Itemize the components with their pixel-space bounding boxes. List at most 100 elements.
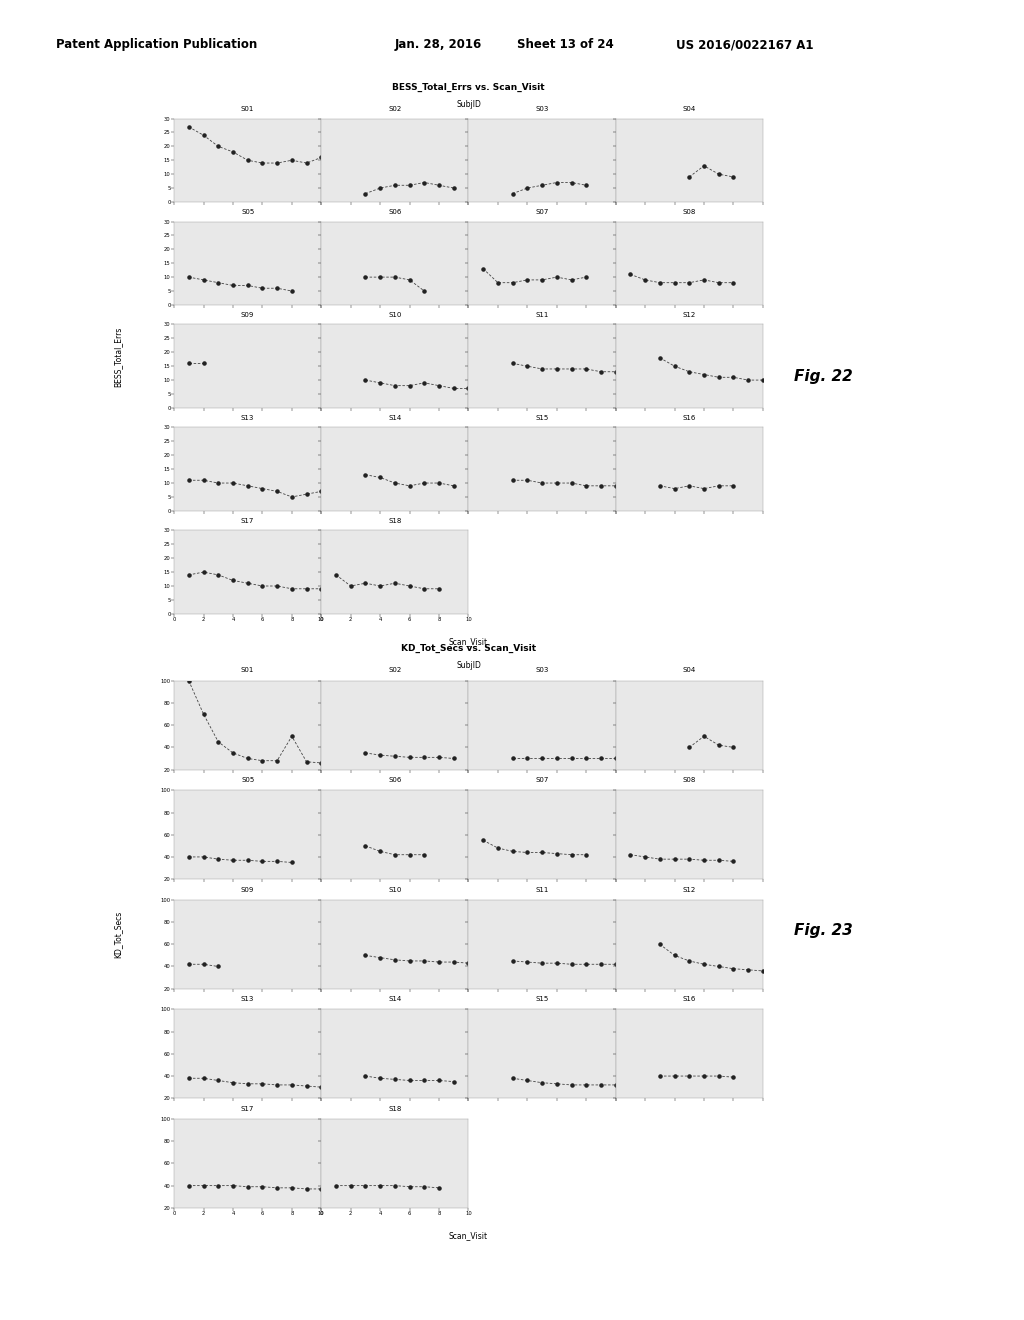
Text: Fig. 23: Fig. 23 [794, 923, 852, 939]
Point [416, 1071, 432, 1092]
Point [431, 375, 447, 396]
Point [534, 1072, 550, 1093]
Point [695, 850, 712, 871]
Point [607, 362, 624, 383]
Point [196, 846, 212, 867]
Point [637, 846, 653, 867]
Text: S03: S03 [536, 106, 549, 112]
Point [505, 1068, 521, 1089]
Text: S14: S14 [388, 997, 401, 1002]
Point [269, 1177, 286, 1199]
Point [563, 269, 580, 290]
Text: SubjID: SubjID [456, 99, 481, 108]
Point [180, 565, 197, 586]
Point [563, 172, 580, 193]
Point [667, 355, 683, 376]
Point [269, 851, 286, 873]
Text: S02: S02 [388, 668, 401, 673]
Point [711, 735, 727, 756]
Text: S07: S07 [536, 209, 549, 215]
Point [313, 147, 330, 168]
Point [549, 172, 565, 193]
Point [284, 280, 300, 301]
Text: Fig. 22: Fig. 22 [794, 368, 852, 384]
Point [431, 747, 447, 768]
Point [549, 1073, 565, 1094]
Point [711, 956, 727, 977]
Point [240, 573, 256, 594]
Point [210, 565, 226, 586]
Point [534, 174, 550, 195]
Point [549, 843, 565, 865]
Point [681, 362, 697, 383]
Point [401, 375, 418, 396]
Point [196, 352, 212, 374]
Point [357, 1175, 374, 1196]
Point [651, 933, 668, 954]
Text: S18: S18 [388, 517, 401, 524]
Point [445, 952, 462, 973]
Point [240, 1176, 256, 1197]
Point [667, 272, 683, 293]
Point [372, 1068, 388, 1089]
Point [401, 576, 418, 597]
Point [681, 475, 697, 496]
Point [357, 945, 374, 966]
Point [681, 166, 697, 187]
Point [431, 473, 447, 494]
Point [225, 141, 242, 162]
Point [519, 177, 536, 198]
Point [519, 748, 536, 770]
Point [475, 830, 492, 851]
Point [711, 850, 727, 871]
Point [240, 748, 256, 770]
Point [711, 164, 727, 185]
Point [225, 275, 242, 296]
Point [196, 124, 212, 145]
Text: S06: S06 [388, 209, 401, 215]
Point [711, 272, 727, 293]
Point [225, 742, 242, 763]
Point [651, 347, 668, 368]
Point [210, 1071, 226, 1092]
Point [607, 954, 624, 975]
Point [445, 177, 462, 198]
Point [298, 751, 314, 772]
Point [593, 475, 609, 496]
Point [445, 748, 462, 770]
Point [298, 1076, 314, 1097]
Point [387, 267, 403, 288]
Point [711, 1065, 727, 1086]
Point [387, 949, 403, 970]
Point [519, 269, 536, 290]
Text: S08: S08 [683, 777, 696, 783]
Point [563, 954, 580, 975]
Text: Scan_Visit: Scan_Visit [449, 1232, 488, 1241]
Point [180, 267, 197, 288]
Text: S05: S05 [241, 209, 254, 215]
Point [298, 578, 314, 599]
Text: BESS_Total_Errs: BESS_Total_Errs [114, 326, 122, 387]
Text: S16: S16 [683, 414, 696, 421]
Point [284, 1177, 300, 1199]
Point [254, 851, 270, 873]
Text: Jan. 28, 2016: Jan. 28, 2016 [394, 38, 481, 51]
Point [225, 850, 242, 871]
Text: S16: S16 [683, 997, 696, 1002]
Point [401, 475, 418, 496]
Point [225, 1072, 242, 1093]
Point [534, 269, 550, 290]
Point [431, 952, 447, 973]
Point [607, 1074, 624, 1096]
Point [416, 372, 432, 393]
Point [313, 1179, 330, 1200]
Point [725, 367, 741, 388]
Point [740, 370, 757, 391]
Point [372, 467, 388, 488]
Point [445, 378, 462, 399]
Text: S07: S07 [536, 777, 549, 783]
Point [549, 953, 565, 974]
Point [387, 1069, 403, 1090]
Point [740, 960, 757, 981]
Point [519, 470, 536, 491]
